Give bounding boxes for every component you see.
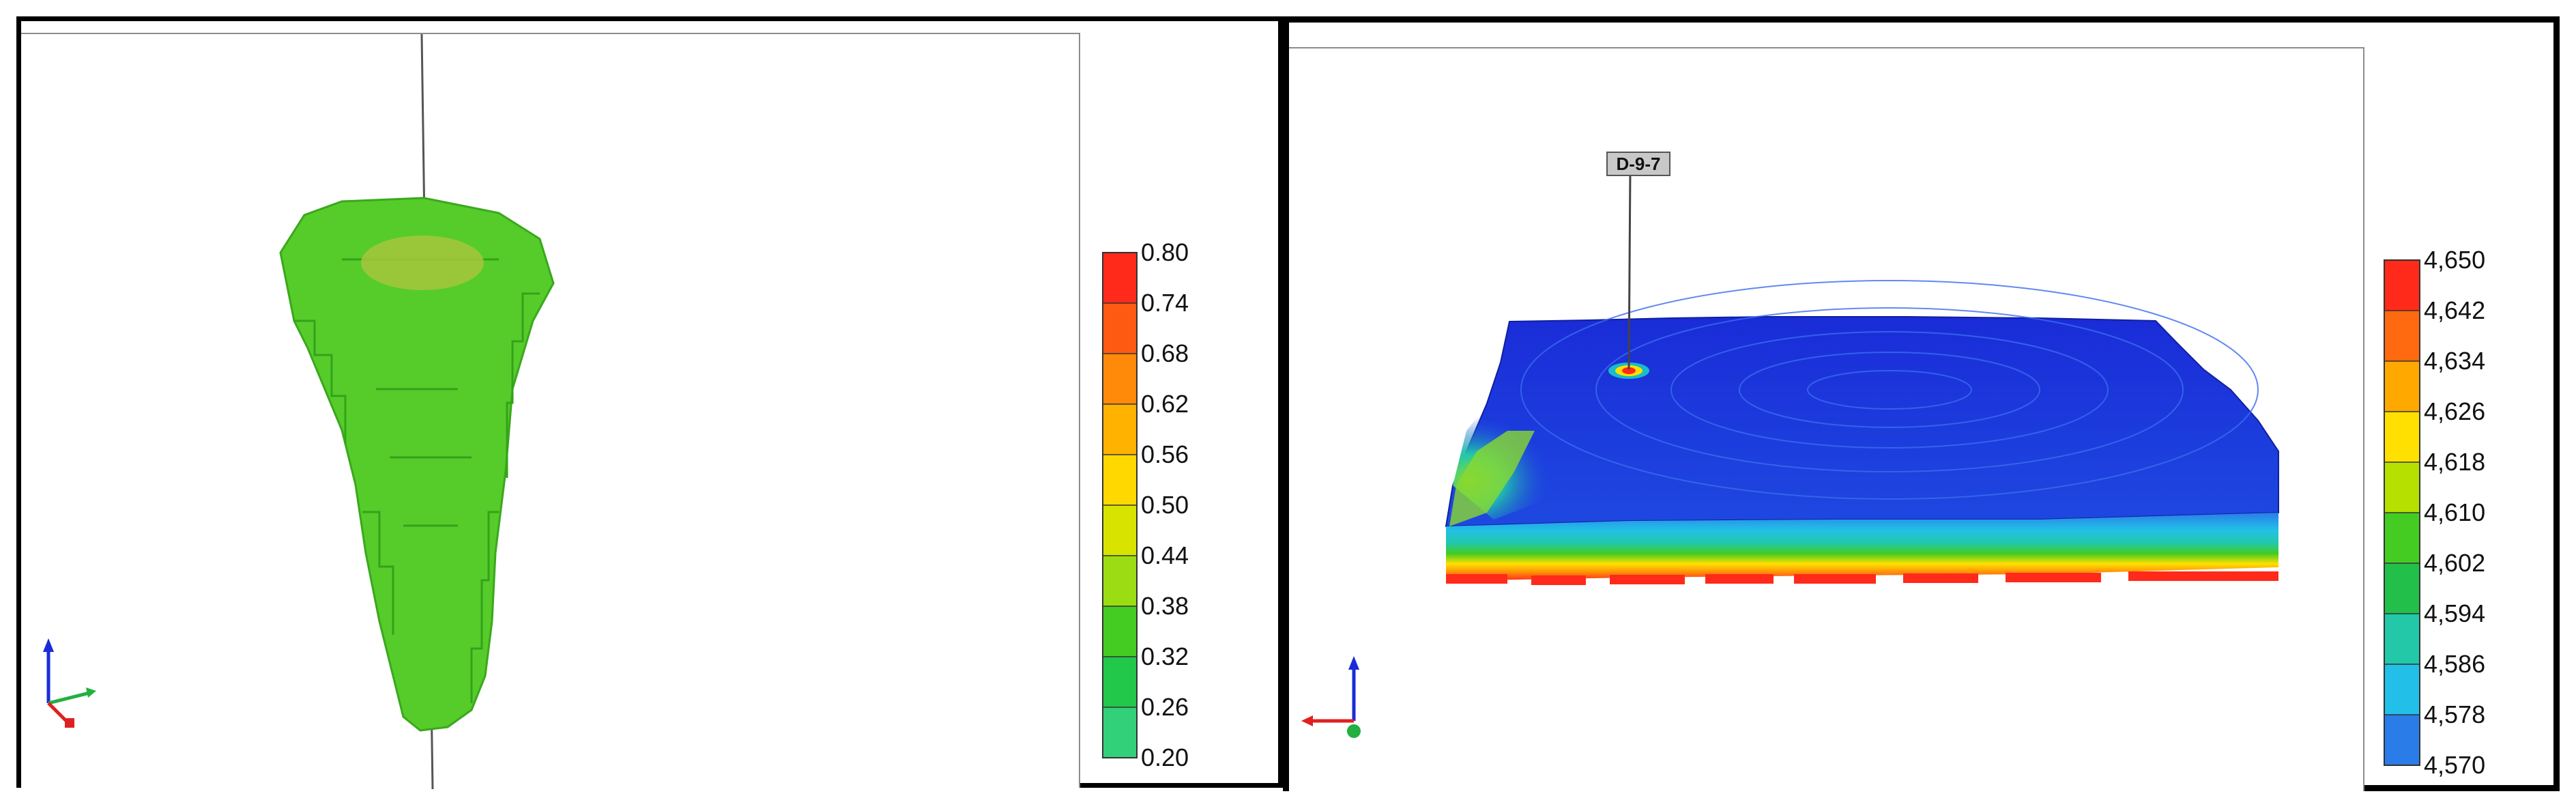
reservoir-slab-side xyxy=(1446,513,2278,581)
right-scene: D-9-7 xyxy=(1301,152,2279,738)
right-3d-viewport[interactable]: D-9-7 4,650 4,642 4, xyxy=(1289,47,2485,791)
right-colorbar-tick-label: 4,650 xyxy=(2424,246,2485,274)
right-colorbar-tick-label: 4,642 xyxy=(2424,296,2485,324)
axis-triad-right xyxy=(1301,656,1361,738)
left-3d-viewport[interactable]: 0.80 0.74 0.68 0.62 0.56 0.50 0.44 0.38 0.32 0.26… xyxy=(21,33,1189,790)
right-colorbar-tick-label: 4,602 xyxy=(2424,549,2485,577)
left-colorbar: 0.80 0.74 0.68 0.62 0.56 0.50 0.44 0.38 0.32 0.26… xyxy=(1102,238,1189,771)
left-colorbar-tick-label: 0.38 xyxy=(1141,592,1189,620)
left-colorbar-segment xyxy=(1103,707,1137,758)
well-label: D-9-7 xyxy=(1616,154,1660,174)
right-colorbar-tick-label: 4,634 xyxy=(2424,347,2485,375)
left-colorbar-segment xyxy=(1103,657,1137,708)
pressure-contours xyxy=(1520,280,2259,500)
left-scene xyxy=(43,33,555,790)
right-view-panel: D-9-7 4,650 4,642 4, xyxy=(1283,16,2560,791)
left-colorbar-tick-label: 0.74 xyxy=(1141,289,1189,317)
left-colorbar-segment xyxy=(1103,606,1137,657)
right-colorbar-tick-label: 4,618 xyxy=(2424,448,2485,476)
left-colorbar-tick-label: 0.20 xyxy=(1141,743,1189,771)
right-colorbar-segment xyxy=(2384,664,2420,715)
right-colorbar-segment xyxy=(2384,260,2420,311)
cone-voxel-steps xyxy=(294,258,540,703)
left-colorbar-tick-label: 0.80 xyxy=(1141,238,1189,266)
right-colorbar-segment xyxy=(2384,361,2420,412)
right-colorbar-segment xyxy=(2384,311,2420,362)
right-colorbar-tick-label: 4,610 xyxy=(2424,498,2485,526)
left-colorbar-segment xyxy=(1103,303,1137,354)
right-colorbar-segment xyxy=(2384,412,2420,463)
right-colorbar-segment xyxy=(2384,563,2420,614)
right-colorbar-segment xyxy=(2384,614,2420,665)
left-colorbar-tick-label: 0.26 xyxy=(1141,693,1189,721)
right-colorbar-tick-label: 4,578 xyxy=(2424,700,2485,728)
well-hotspot-center xyxy=(1622,367,1636,374)
right-colorbar-tick-label: 4,586 xyxy=(2424,650,2485,678)
slab-layer-steps xyxy=(1446,571,2278,585)
well-top-highlight xyxy=(361,236,484,290)
left-colorbar-segment xyxy=(1103,505,1137,556)
right-colorbar-segment xyxy=(2384,462,2420,513)
left-colorbar-tick-label: 0.68 xyxy=(1141,339,1189,367)
left-colorbar-tick-label: 0.62 xyxy=(1141,390,1189,418)
left-colorbar-segment xyxy=(1103,404,1137,455)
left-colorbar-tick-label: 0.50 xyxy=(1141,491,1189,519)
left-view-panel: 0.80 0.74 0.68 0.62 0.56 0.50 0.44 0.38 0.32 0.26… xyxy=(16,16,1283,790)
left-colorbar-segment xyxy=(1103,455,1137,506)
left-colorbar-tick-label: 0.32 xyxy=(1141,642,1189,670)
reservoir-cone-body xyxy=(279,197,555,732)
left-colorbar-segment xyxy=(1103,556,1137,607)
axis-triad-left xyxy=(43,638,96,728)
right-colorbar-tick-label: 4,594 xyxy=(2424,599,2485,627)
right-colorbar-tick-label: 4,570 xyxy=(2424,751,2485,779)
left-colorbar-tick-label: 0.44 xyxy=(1141,541,1189,569)
slab-left-wedge xyxy=(1449,431,1535,526)
left-colorbar-segment xyxy=(1103,253,1137,304)
right-colorbar-tick-label: 4,626 xyxy=(2424,397,2485,425)
well-label-box xyxy=(1606,152,1670,176)
right-colorbar: 4,650 4,642 4,634 4,626 4,618 4,610 4,602 4,594… xyxy=(2384,246,2485,779)
left-colorbar-segment xyxy=(1103,354,1137,405)
left-colorbar-tick-label: 0.56 xyxy=(1141,440,1189,468)
well-trajectory-right xyxy=(1627,169,1632,370)
right-colorbar-segment xyxy=(2384,513,2420,564)
right-colorbar-segment xyxy=(2384,715,2420,766)
